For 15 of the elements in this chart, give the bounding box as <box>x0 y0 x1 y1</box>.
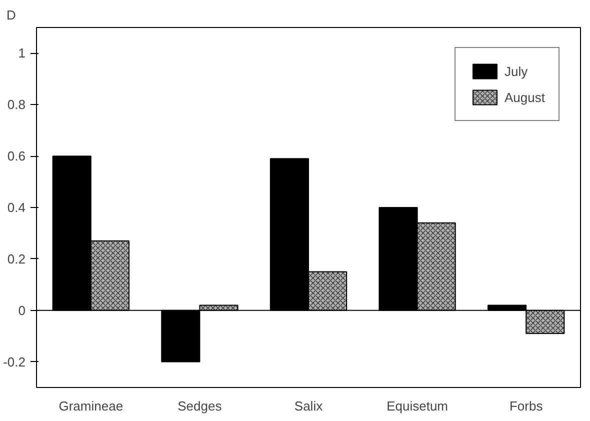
y-tick-label: 0.2 <box>7 251 26 266</box>
x-tick-label: Salix <box>294 398 324 414</box>
y-tick-label: 1 <box>18 46 26 61</box>
x-tick-label: Sedges <box>178 398 222 414</box>
x-tick-label: Forbs <box>509 398 544 414</box>
y-tick-label: -0.2 <box>3 354 26 370</box>
x-tick-label: Equisetum <box>386 398 448 414</box>
y-tick-label: 0.4 <box>7 200 26 215</box>
legend-label: July <box>504 64 528 78</box>
x-tick-label: Gramineae <box>58 398 124 414</box>
y-tick-label: 0.6 <box>7 148 26 164</box>
legend-label: August <box>504 90 545 104</box>
y-tick-label: 0.8 <box>7 97 26 112</box>
y-axis-title: D <box>6 8 16 22</box>
y-tick-label: 0 <box>18 302 26 318</box>
